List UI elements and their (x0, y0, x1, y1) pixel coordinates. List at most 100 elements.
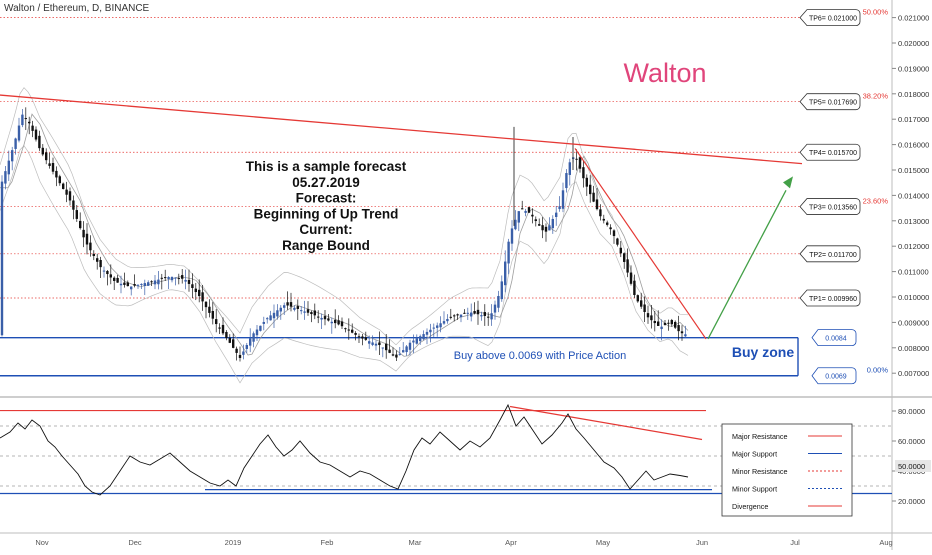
candle-body (286, 302, 289, 306)
candle-body (531, 214, 534, 217)
price-tick-label: 0.021000 (898, 14, 929, 23)
candle-body (670, 320, 673, 325)
candle-body (640, 300, 643, 307)
candle-body (242, 351, 245, 355)
tp-label: TP5= 0.017690 (809, 100, 857, 107)
candle-body (126, 282, 129, 287)
candle-body (606, 222, 609, 225)
tp-label: TP3= 0.013560 (809, 205, 857, 212)
legend-label: Major Resistance (732, 432, 788, 441)
candle-body (674, 321, 677, 328)
time-tick-label: 2019 (225, 538, 242, 547)
candle-body (425, 331, 429, 335)
candle-body (221, 324, 225, 334)
candle-body (119, 283, 123, 286)
candle-body (680, 331, 684, 334)
candle-body (208, 306, 211, 313)
fib-label: 23.60% (863, 197, 889, 206)
candle-body (164, 277, 167, 279)
candle-body (599, 209, 602, 217)
support-label: 0.0084 (825, 336, 847, 343)
candle-body (123, 282, 126, 285)
candle-body (228, 337, 231, 343)
tp-label-box (799, 198, 861, 215)
legend-box (721, 423, 853, 517)
candle-body (187, 279, 191, 284)
candle-body (364, 337, 367, 340)
candle-body (184, 279, 187, 282)
candle-body (157, 279, 160, 285)
candle-body (269, 315, 272, 321)
candle-body (436, 325, 439, 328)
support-label: 0.0069 (825, 374, 847, 381)
rsi-tick-label: 80.0000 (898, 407, 925, 416)
candle-body (337, 320, 340, 325)
forecast-note-line: Forecast: (296, 191, 357, 206)
candle-body (48, 163, 51, 166)
time-tick-label: May (596, 538, 610, 547)
candle-body (391, 354, 395, 356)
tp-label: TP4= 0.015700 (809, 150, 857, 157)
candle-body (612, 230, 616, 237)
candle-body (102, 270, 106, 272)
candle-body (323, 316, 327, 320)
candle-body (541, 225, 544, 231)
candle-body (463, 312, 466, 314)
candle-body (170, 277, 174, 281)
candle-body (487, 316, 490, 318)
candle-body (534, 219, 537, 222)
candle-body (592, 192, 595, 202)
candle-body (357, 336, 361, 338)
rsi-current-label: 50.0000 (898, 462, 925, 471)
candle-body (385, 343, 388, 351)
candle-body (388, 349, 391, 353)
candle-body (143, 283, 146, 286)
candle-body (344, 328, 347, 330)
candle-body (313, 310, 316, 316)
candle-body (633, 280, 636, 296)
candle-body (7, 160, 10, 175)
minor-resistance-trendline (574, 148, 707, 340)
candle-body (459, 314, 463, 318)
candle-body (65, 189, 68, 195)
fib-label: 38.20% (863, 92, 889, 101)
candle-body (616, 238, 619, 245)
tp-label: TP6= 0.021000 (809, 16, 857, 23)
forecast-note-line: Current: (299, 222, 352, 237)
candle-body (667, 322, 670, 324)
candle-body (548, 225, 551, 231)
candle-body (45, 152, 48, 161)
candle-body (293, 307, 296, 310)
candle-body (568, 162, 571, 175)
candle-body (232, 339, 235, 348)
candle-body (432, 327, 435, 329)
candle-body (476, 309, 480, 315)
price-tick-label: 0.020000 (898, 39, 929, 48)
candle-body (17, 125, 21, 141)
candle-body (58, 176, 61, 184)
candle-body (24, 118, 27, 120)
candle-body (629, 272, 633, 284)
candle-body (303, 311, 306, 313)
forecast-arrow-head (783, 176, 793, 189)
rsi-divergence-line (509, 405, 703, 441)
candle-body (28, 121, 31, 124)
major-resistance-trendline (0, 94, 803, 165)
tp-label-box (799, 245, 861, 263)
candle-body (653, 320, 656, 324)
candle-body (21, 114, 24, 126)
time-tick-label: Aug (879, 538, 892, 547)
candle-body (398, 353, 401, 355)
candle-body (595, 199, 599, 210)
candle-body (395, 354, 398, 358)
candle-body (330, 321, 333, 324)
forecast-note-line: Beginning of Up Trend (254, 206, 399, 221)
candle-body (517, 211, 520, 223)
candle-body (334, 319, 337, 324)
candle-body (684, 334, 687, 337)
candle-body (130, 286, 133, 290)
candle-body (62, 183, 65, 189)
price-tick-label: 0.008000 (898, 344, 929, 353)
candle-body (340, 321, 344, 327)
